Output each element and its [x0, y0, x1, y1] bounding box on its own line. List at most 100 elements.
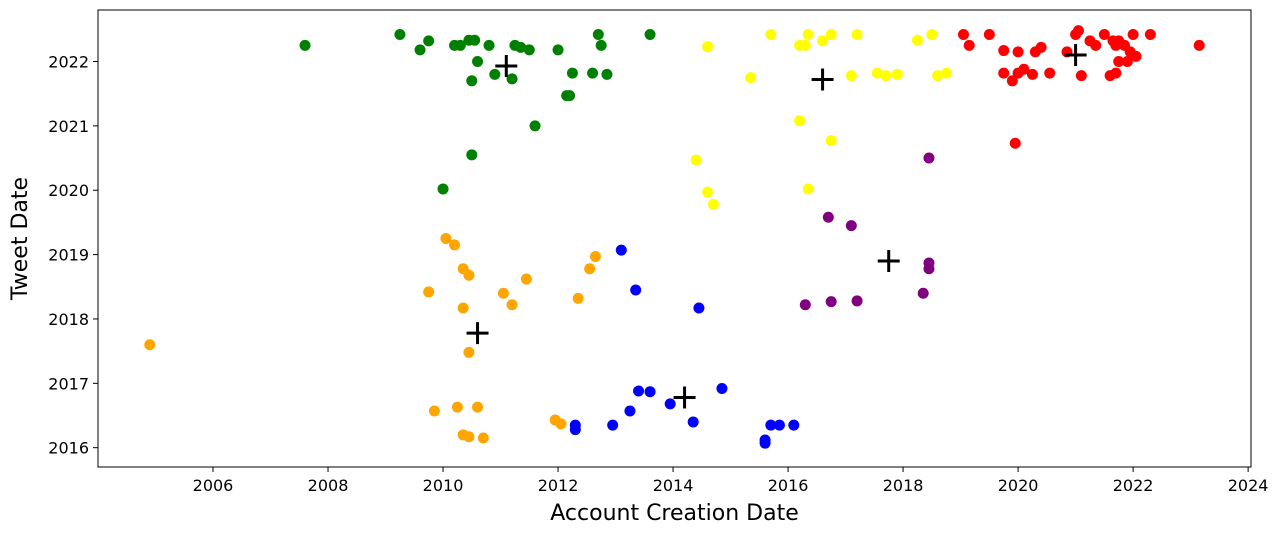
data-point	[428, 405, 440, 417]
data-point	[1018, 63, 1030, 75]
data-point	[1110, 67, 1122, 79]
data-point	[998, 45, 1010, 57]
data-point	[569, 424, 581, 436]
data-point	[957, 28, 969, 40]
data-point	[449, 239, 461, 251]
x-tick-label: 2014	[653, 476, 694, 495]
data-point	[845, 220, 857, 232]
data-point	[483, 39, 495, 51]
data-point	[1044, 67, 1056, 79]
data-point	[923, 152, 935, 164]
data-point	[1113, 55, 1125, 67]
data-point	[799, 39, 811, 51]
data-point	[414, 44, 426, 56]
x-tick-label: 2010	[423, 476, 464, 495]
data-point	[871, 67, 883, 79]
data-point	[624, 405, 636, 417]
data-point	[825, 296, 837, 308]
data-point	[466, 75, 478, 87]
y-axis-ticks: 2016 2017 2018 2019 2020 2021 2022	[48, 52, 98, 458]
data-point	[630, 284, 642, 296]
data-point	[584, 263, 596, 275]
data-point	[851, 295, 863, 307]
data-point	[707, 198, 719, 210]
data-point	[515, 41, 527, 53]
data-point	[472, 55, 484, 67]
data-point	[564, 90, 576, 102]
centroid-marker	[877, 250, 900, 273]
data-point	[716, 382, 728, 394]
data-point	[773, 419, 785, 431]
plot-frame	[97, 9, 1252, 468]
x-tick-label: 2020	[998, 476, 1039, 495]
data-point	[802, 28, 814, 40]
data-point	[845, 70, 857, 82]
x-tick-label: 2016	[768, 476, 809, 495]
data-point	[817, 35, 829, 47]
data-point	[1121, 55, 1133, 67]
data-point	[1075, 70, 1087, 82]
data-point	[825, 135, 837, 147]
y-tick-label: 2016	[48, 439, 89, 458]
data-point	[463, 269, 475, 281]
x-tick-label: 2006	[193, 476, 234, 495]
centroid-marker	[466, 322, 489, 345]
x-tick-label: 2008	[308, 476, 349, 495]
data-point	[463, 431, 475, 443]
y-tick-label: 2021	[48, 117, 89, 136]
data-point	[299, 39, 311, 51]
data-point	[664, 398, 676, 410]
centroid-marker	[1064, 44, 1087, 67]
data-point	[506, 73, 518, 85]
data-point	[423, 286, 435, 298]
data-point	[566, 67, 578, 79]
y-tick-label: 2020	[48, 181, 89, 200]
data-point	[794, 115, 806, 127]
data-point	[1144, 28, 1156, 40]
data-point	[472, 401, 484, 413]
data-point	[644, 386, 656, 398]
data-point	[477, 432, 489, 444]
data-point	[799, 299, 811, 311]
data-point	[469, 34, 481, 46]
data-point	[702, 41, 714, 53]
data-point	[998, 67, 1010, 79]
data-point	[923, 263, 935, 275]
data-point	[466, 149, 478, 161]
data-point	[788, 419, 800, 431]
data-point	[911, 34, 923, 46]
data-point	[489, 68, 501, 80]
data-point	[891, 68, 903, 80]
data-point	[633, 385, 645, 397]
y-tick-label: 2022	[48, 52, 89, 71]
data-point	[592, 28, 604, 40]
data-point	[825, 28, 837, 40]
data-point	[572, 292, 584, 304]
centroid-marker	[495, 54, 518, 77]
data-point	[463, 346, 475, 358]
x-tick-label: 2024	[1228, 476, 1269, 495]
centroid-marker	[811, 68, 834, 91]
data-point	[690, 154, 702, 166]
x-axis-title: Account Creation Date	[550, 501, 798, 526]
data-point	[983, 28, 995, 40]
data-point	[394, 28, 406, 40]
data-point	[932, 70, 944, 82]
data-point	[1098, 28, 1110, 40]
centroid-marker	[673, 386, 696, 409]
data-point	[595, 39, 607, 51]
data-point	[1072, 25, 1084, 37]
data-point	[601, 68, 613, 80]
data-point	[454, 39, 466, 51]
data-point	[457, 302, 469, 314]
data-point	[963, 39, 975, 51]
data-point	[589, 251, 601, 263]
data-point	[693, 302, 705, 314]
data-point	[440, 233, 452, 244]
data-point	[851, 28, 863, 40]
data-point	[1009, 137, 1021, 149]
data-point	[1090, 39, 1102, 51]
data-point	[529, 120, 541, 132]
data-point	[822, 211, 834, 223]
data-point	[523, 44, 535, 56]
